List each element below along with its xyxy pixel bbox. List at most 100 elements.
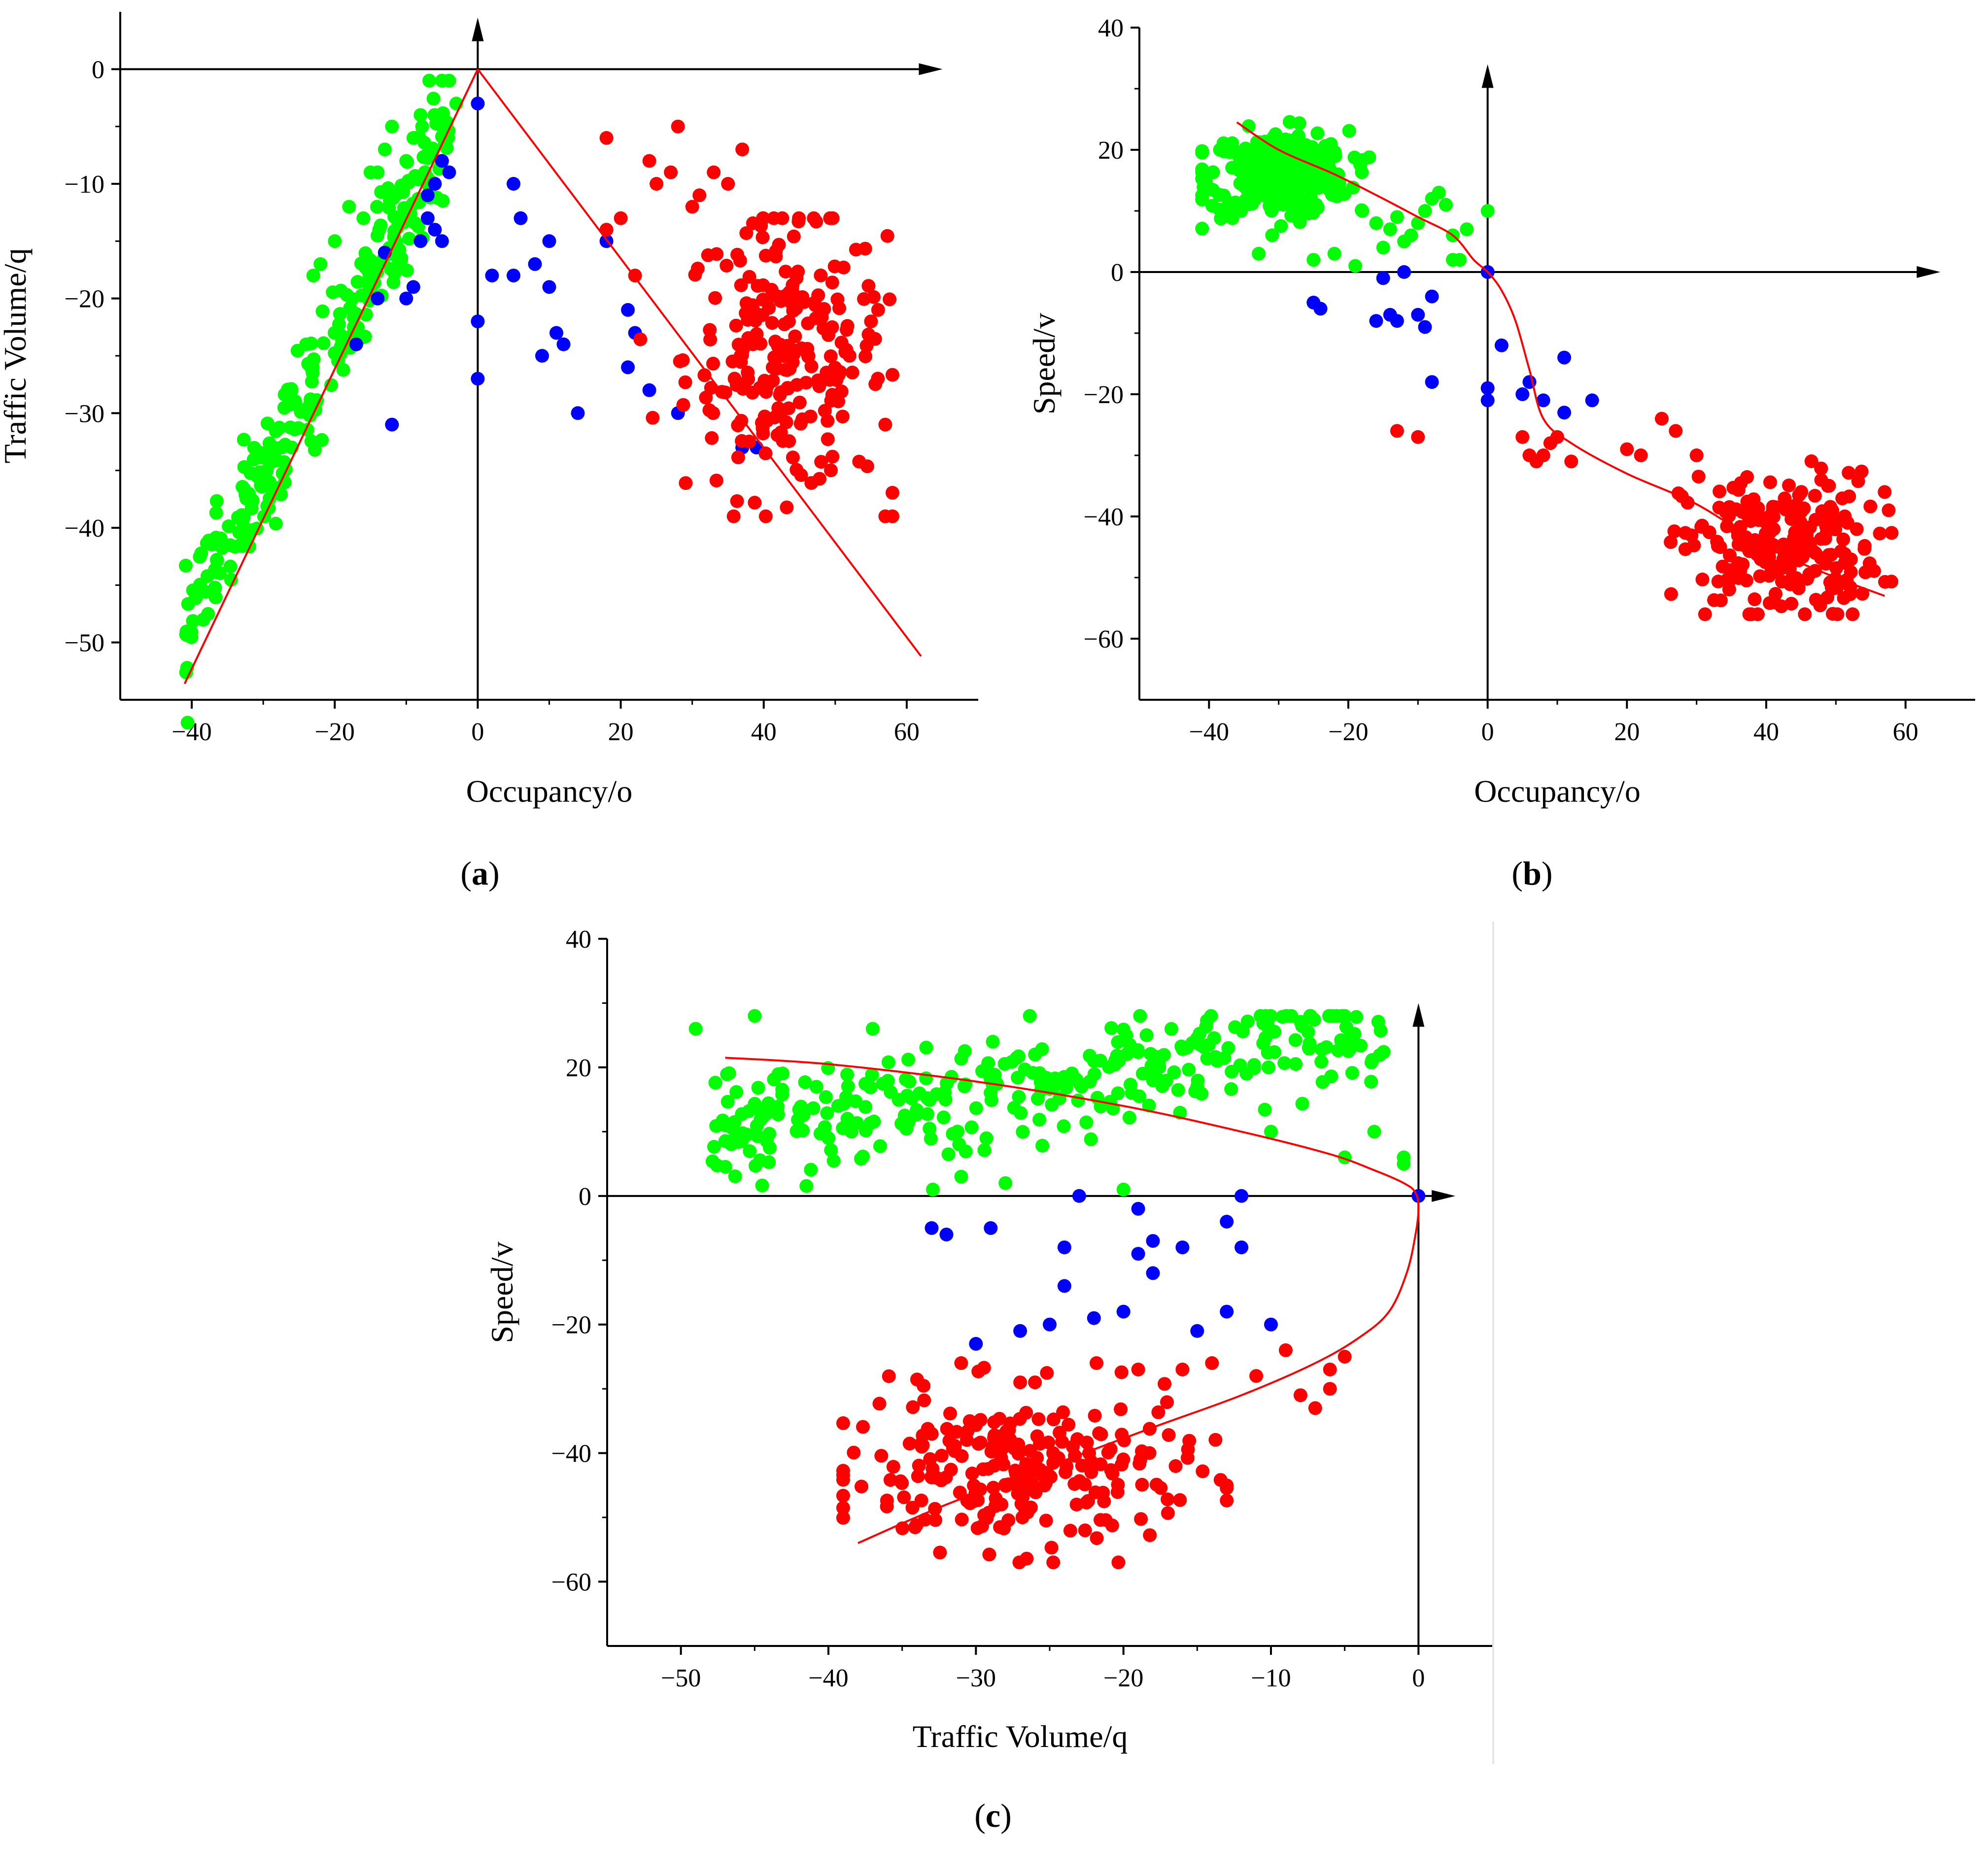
scatter-point [733,349,748,363]
scatter-point [868,332,882,346]
scatter-point [788,329,802,343]
scatter-point [1664,535,1678,549]
scatter-point [1835,491,1850,506]
scatter-point [1094,1427,1108,1441]
scatter-point [1278,1343,1293,1357]
scatter-point [402,232,416,246]
scatter-point [728,1169,742,1183]
scatter-point [1494,338,1508,352]
scatter-point [1349,1010,1364,1024]
scatter-point [841,1079,855,1094]
scatter-point [1205,1356,1219,1370]
scatter-point [1873,526,1887,541]
arrow-head [1917,266,1941,278]
panel-c-x-axis-title: Traffic Volume/q [913,1719,1128,1754]
scatter-point [184,625,199,639]
scatter-point [1669,424,1683,438]
y-tick-label: −60 [551,1569,591,1597]
scatter-point [1557,406,1572,420]
caption-paren: ( [1511,855,1523,892]
scatter-point [535,349,549,363]
scatter-point [1404,228,1418,242]
scatter-point [1371,1015,1385,1029]
scatter-point [1207,1031,1221,1045]
scatter-point [814,455,828,469]
scatter-point [180,716,195,730]
scatter-point [1205,199,1219,213]
scatter-point [1115,1457,1129,1472]
scatter-point [1480,393,1495,408]
scatter-point [1813,598,1827,613]
scatter-point [1018,1462,1032,1476]
arrow-head [1412,1003,1425,1027]
scatter-point [1803,520,1817,534]
scatter-point [969,1101,983,1115]
scatter-point [781,381,795,395]
scatter-point [1057,1279,1071,1293]
x-tick-label: −20 [1328,718,1368,746]
scatter-point [1841,515,1854,530]
scatter-point [1446,253,1460,267]
scatter-point [1844,565,1858,579]
scatter-point [819,1090,833,1104]
panel-b-caption: (b) [1511,855,1552,892]
scatter-point [419,148,433,163]
y-tick-label: −10 [65,171,104,199]
scatter-point [720,259,734,273]
scatter-point [761,1096,776,1110]
scatter-point [1822,479,1836,493]
arrow-head [919,63,943,75]
scatter-point [957,1079,971,1094]
scatter-point [397,211,411,225]
scatter-point [767,211,781,225]
scatter-point [782,434,796,448]
scatter-point [966,1494,981,1508]
scatter-point [315,304,330,318]
scatter-point [871,303,885,317]
scatter-point [1655,411,1669,426]
scatter-point [1028,1047,1042,1061]
scatter-point [1376,240,1390,255]
scatter-point [1837,591,1851,605]
scatter-point [823,373,837,387]
scatter-point [235,539,249,553]
scatter-point [1053,1426,1067,1440]
scatter-point [222,519,236,533]
panel-a-caption: (a) [460,855,499,892]
scatter-point [763,1141,777,1155]
scatter-point [1103,1442,1118,1456]
scatter-point [1796,549,1810,564]
scatter-point [708,1075,722,1090]
scatter-point [981,1056,995,1070]
scatter-point [676,398,690,412]
scatter-point [1269,175,1284,189]
scatter-point [1131,1247,1145,1261]
scatter-point [1032,1113,1046,1127]
scatter-point [387,230,401,244]
scatter-point [994,1451,1008,1465]
scatter-point [934,1448,949,1463]
scatter-point [1234,1189,1249,1203]
scatter-point [542,280,556,294]
scatter-point [1634,448,1648,462]
scatter-point [1264,193,1278,207]
scatter-point [349,337,363,351]
scatter-point [803,410,818,424]
scatter-point [920,1091,934,1105]
y-tick-label: −40 [65,514,104,543]
scatter-point [830,292,845,307]
scatter-point [1411,216,1425,230]
scatter-point [1383,222,1397,237]
scatter-point [374,185,388,199]
scatter-point [1557,350,1572,365]
scatter-point [750,1119,764,1133]
scatter-point [1294,1015,1308,1029]
scatter-point [1046,1080,1061,1094]
scatter-point [1536,393,1550,408]
scatter-point [1220,1493,1234,1507]
scatter-point [1105,1467,1120,1481]
scatter-point [1480,204,1495,218]
caption-paren: ) [1542,855,1553,892]
scatter-point [1855,586,1869,601]
scatter-point [959,1144,973,1159]
